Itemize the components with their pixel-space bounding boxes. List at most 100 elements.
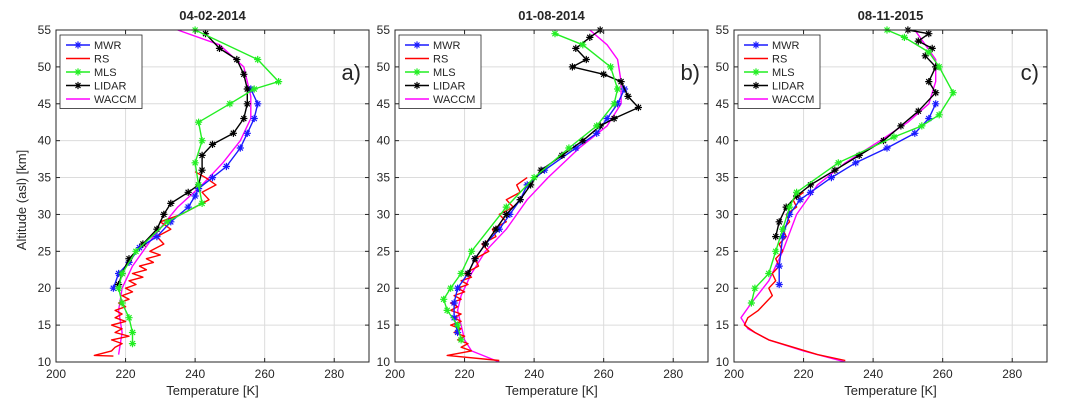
data-point-lidar bbox=[243, 100, 251, 108]
x-tick-label: 240 bbox=[524, 367, 544, 381]
data-point-mwr bbox=[243, 129, 251, 137]
data-point-mwr bbox=[208, 174, 217, 182]
y-axis-label: Altitude (asl) [km] bbox=[14, 150, 29, 250]
y-tick-label: 55 bbox=[716, 23, 730, 37]
data-point-mwr bbox=[222, 162, 230, 171]
panel-label: c) bbox=[1021, 60, 1039, 85]
x-tick-label: 200 bbox=[46, 367, 66, 381]
series-line-waccm bbox=[456, 29, 622, 363]
y-tick-label: 20 bbox=[38, 281, 52, 295]
data-point-mls bbox=[128, 328, 137, 337]
data-point-lidar bbox=[240, 114, 248, 123]
data-point-mls bbox=[551, 30, 559, 38]
legend-marker-lidar bbox=[752, 81, 760, 90]
data-point-mls bbox=[457, 269, 465, 278]
axes-box bbox=[394, 29, 709, 363]
data-point-mwr bbox=[796, 196, 804, 204]
data-point-mls bbox=[118, 299, 126, 307]
data-point-lidar bbox=[617, 78, 625, 86]
data-point-lidar bbox=[537, 166, 545, 174]
legend-label-lidar: LIDAR bbox=[94, 81, 126, 93]
y-tick-label: 10 bbox=[377, 355, 391, 369]
series-line-rs bbox=[743, 191, 846, 362]
y-tick-label: 55 bbox=[38, 23, 52, 37]
data-point-mls bbox=[457, 336, 465, 344]
y-tick-label: 10 bbox=[38, 355, 52, 369]
y-tick-label: 30 bbox=[38, 207, 52, 221]
y-tick-label: 25 bbox=[716, 244, 730, 258]
data-point-mls bbox=[765, 269, 773, 278]
legend-label-rs: RS bbox=[772, 54, 787, 66]
data-point-mls bbox=[890, 133, 898, 141]
x-tick-label: 260 bbox=[933, 367, 953, 381]
data-point-mls bbox=[115, 284, 123, 292]
y-tick-label: 15 bbox=[377, 318, 391, 332]
x-tick-label: 220 bbox=[116, 367, 136, 381]
legend-label-rs: RS bbox=[433, 54, 448, 66]
legend-label-mwr: MWR bbox=[772, 40, 800, 52]
data-point-mls bbox=[447, 284, 455, 292]
data-point-mwr bbox=[250, 114, 258, 123]
data-point-lidar bbox=[471, 255, 479, 263]
data-point-mls bbox=[195, 118, 203, 126]
data-point-mls bbox=[949, 89, 957, 97]
data-point-mwr bbox=[109, 284, 117, 292]
data-point-mls bbox=[128, 340, 137, 348]
data-point-mwr bbox=[254, 100, 262, 108]
data-point-mls bbox=[118, 269, 126, 278]
data-point-lidar bbox=[568, 63, 576, 71]
y-tick-label: 40 bbox=[377, 134, 391, 148]
data-point-mwr bbox=[775, 262, 783, 270]
data-point-mwr bbox=[191, 192, 199, 200]
data-point-lidar bbox=[464, 269, 472, 278]
series-group bbox=[740, 26, 957, 363]
data-point-mls bbox=[125, 314, 133, 322]
data-point-lidar bbox=[925, 78, 933, 86]
legend-label-mwr: MWR bbox=[433, 40, 461, 52]
data-point-lidar bbox=[527, 181, 535, 189]
data-point-mls bbox=[593, 122, 601, 130]
x-tick-label: 200 bbox=[724, 367, 744, 381]
legend-marker-mls bbox=[752, 68, 760, 76]
series-line-mls bbox=[117, 29, 280, 344]
data-point-lidar bbox=[932, 89, 940, 97]
data-point-mls bbox=[786, 203, 794, 211]
data-point-mls bbox=[779, 225, 787, 233]
y-tick-label: 25 bbox=[38, 244, 52, 258]
data-point-lidar bbox=[243, 85, 251, 93]
data-point-lidar bbox=[914, 107, 922, 115]
x-tick-label: 260 bbox=[594, 367, 614, 381]
x-tick-label: 240 bbox=[185, 367, 205, 381]
x-axis-label: Temperature [K] bbox=[844, 383, 937, 398]
data-point-mls bbox=[191, 159, 199, 167]
data-point-mwr bbox=[775, 280, 783, 289]
series-line-rs bbox=[446, 177, 528, 362]
legend-marker-mwr bbox=[413, 41, 421, 49]
data-point-mwr bbox=[925, 114, 933, 123]
data-point-mls bbox=[614, 85, 622, 93]
series-line-mls bbox=[750, 29, 954, 304]
legend-label-rs: RS bbox=[94, 54, 109, 66]
x-tick-label: 280 bbox=[663, 367, 683, 381]
y-tick-label: 45 bbox=[716, 97, 730, 111]
legend-label-waccm: WACCM bbox=[433, 94, 475, 106]
legend-marker-mwr bbox=[74, 41, 82, 49]
series-line-mls bbox=[443, 33, 619, 341]
data-point-lidar bbox=[582, 55, 590, 64]
data-point-mls bbox=[467, 247, 476, 255]
data-point-mwr bbox=[572, 144, 580, 152]
data-point-lidar bbox=[115, 280, 123, 289]
data-point-lidar bbox=[624, 92, 632, 100]
panel-2: 200 220 240 260 280 10 15 20 25 30 35 40 45 50 55 01-08… bbox=[377, 8, 709, 398]
data-point-mwr bbox=[454, 284, 462, 292]
data-point-lidar bbox=[775, 218, 783, 226]
y-tick-label: 55 bbox=[377, 23, 391, 37]
legend-label-mls: MLS bbox=[433, 67, 456, 79]
panel-title: 08-11-2015 bbox=[858, 8, 924, 23]
data-point-lidar bbox=[240, 70, 248, 78]
panels: 200 220 240 260 280 10 15 20 25 30 35 40 45 50 55 04-02… bbox=[38, 8, 1048, 398]
data-point-mls bbox=[925, 48, 933, 56]
